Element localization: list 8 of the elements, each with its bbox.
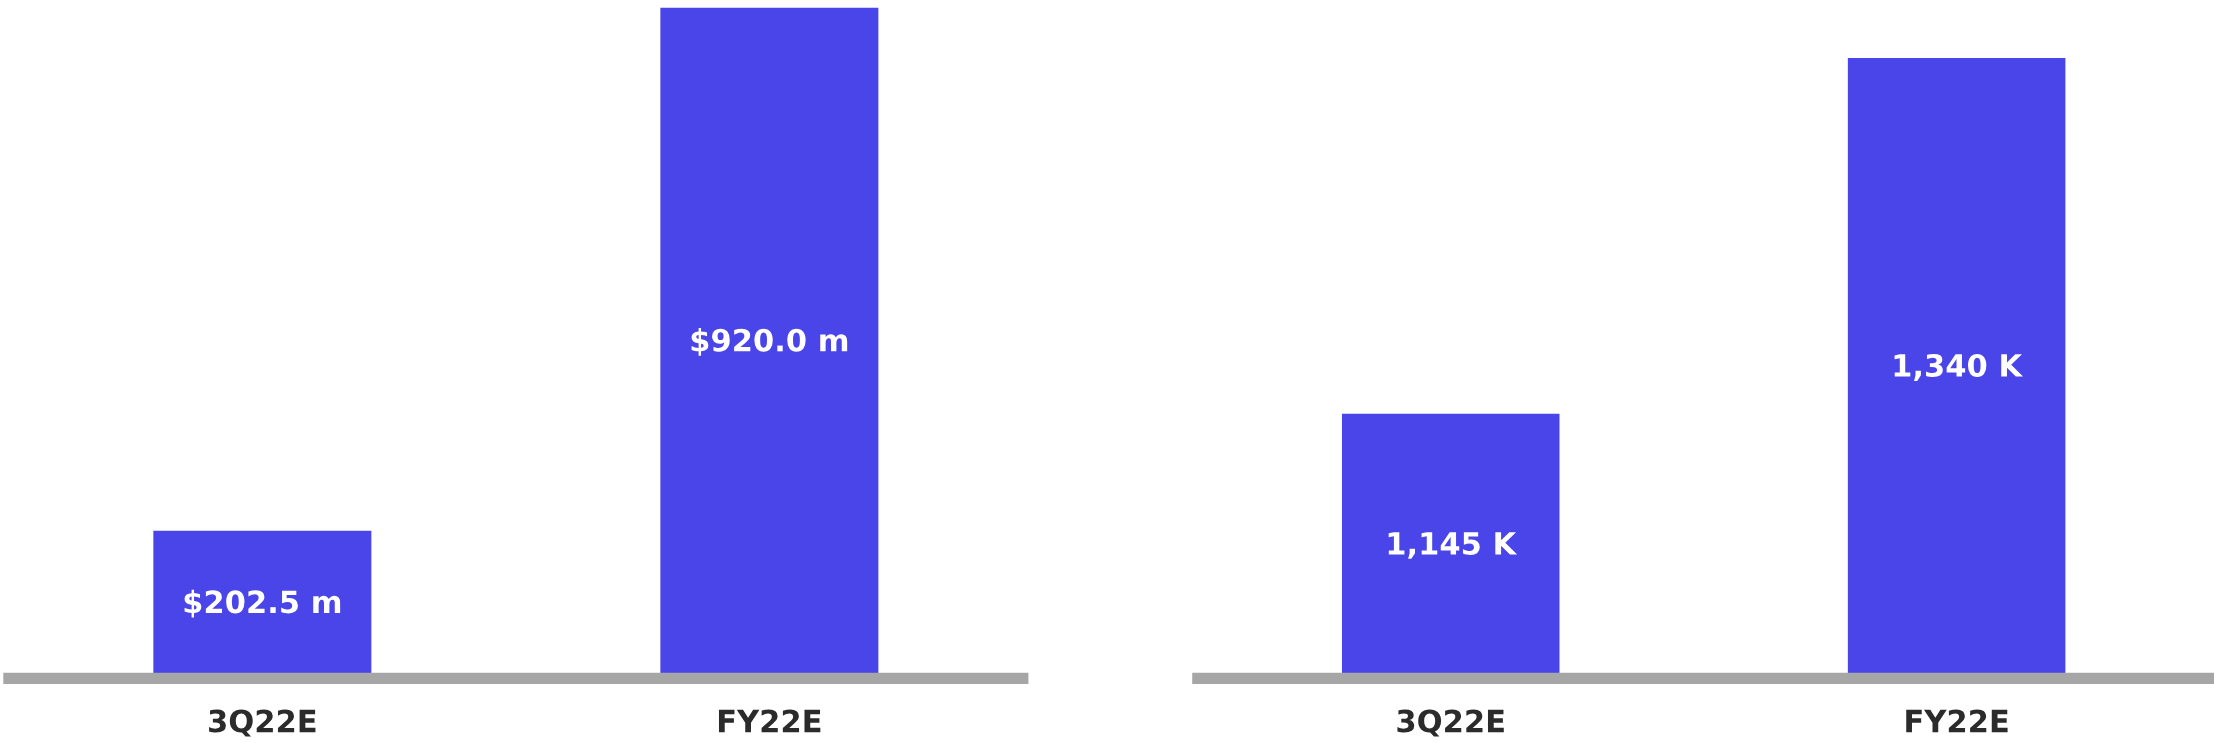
data-label: 1,340 K bbox=[1894, 353, 2024, 381]
data-label: $920.0 m bbox=[691, 328, 848, 356]
x-tick-label: 3Q22E bbox=[209, 709, 316, 737]
x-tick-label: FY22E bbox=[1906, 709, 2008, 733]
data-label: 1,145 K bbox=[1388, 532, 1518, 559]
x-tick-label: FY22E bbox=[718, 709, 821, 733]
data-label: $202.5 m bbox=[184, 589, 341, 618]
x-tick-label: 3Q22E bbox=[1397, 709, 1504, 737]
